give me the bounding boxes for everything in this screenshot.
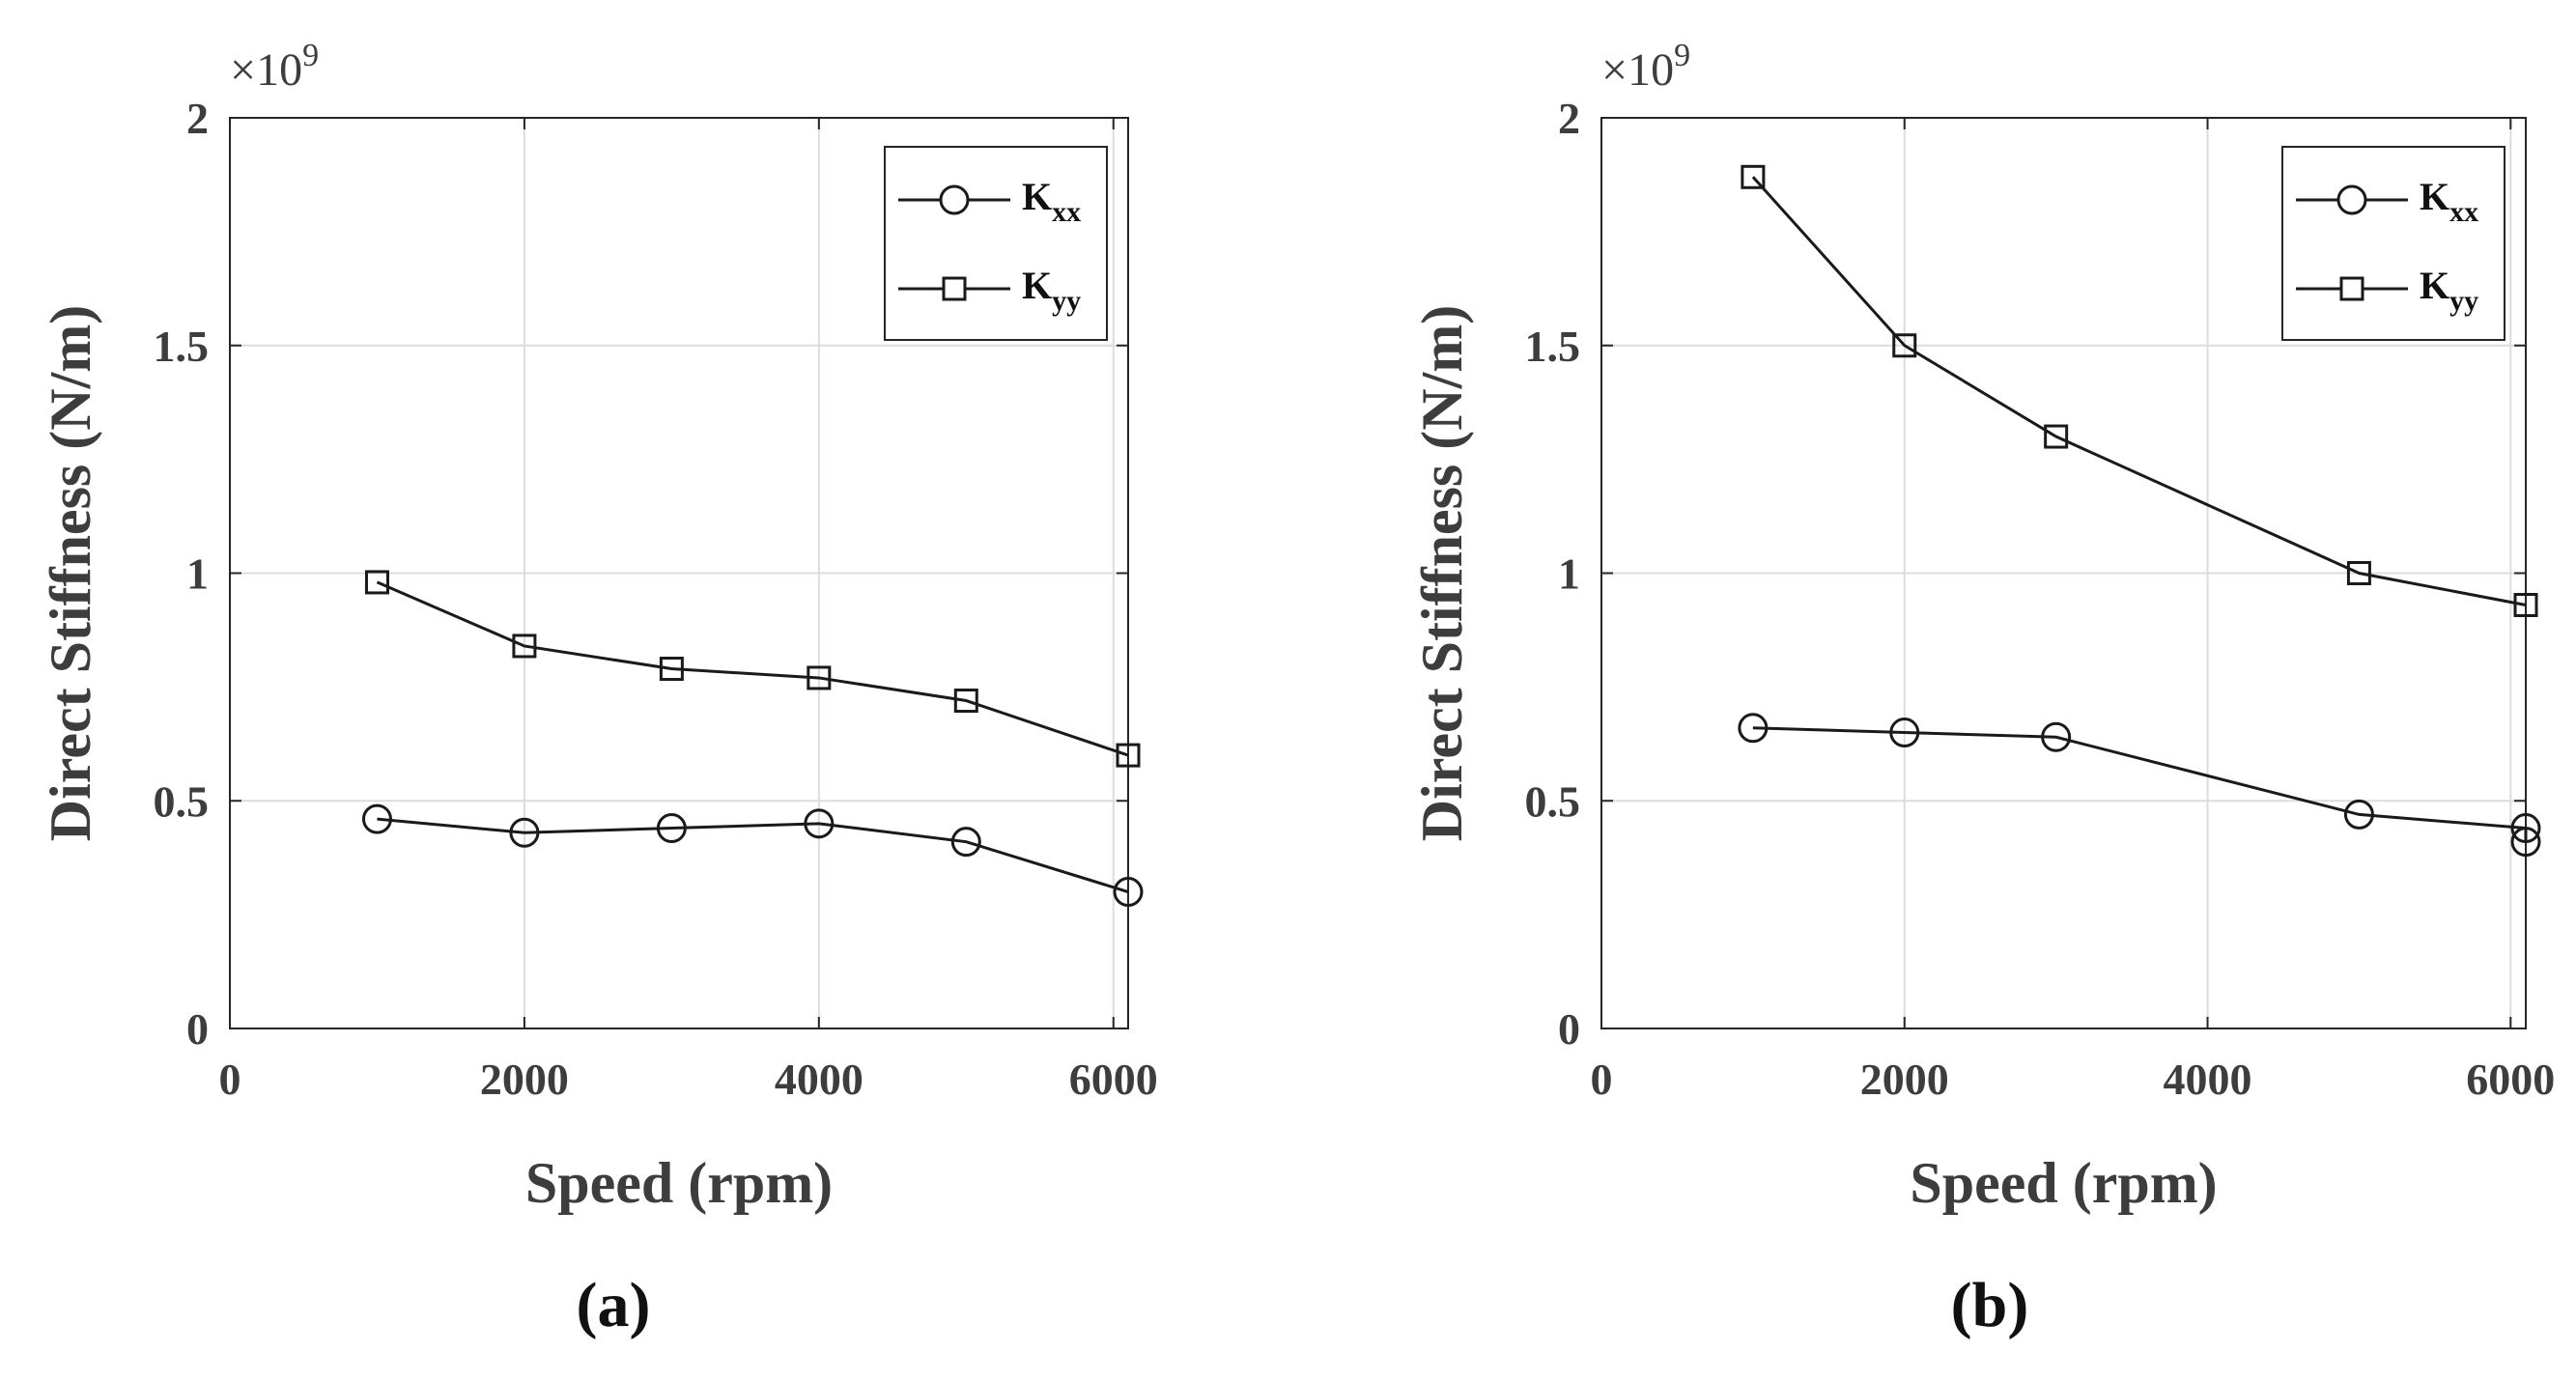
data-point-circle xyxy=(1889,718,1920,748)
legend-label-name: K xyxy=(2420,175,2449,218)
x-axis-label: Speed (rpm) xyxy=(1910,1151,2217,1215)
legend-label-subscript: xx xyxy=(1052,196,1081,228)
x-tick-label: 0 xyxy=(1591,1055,1613,1104)
series-line xyxy=(1751,176,2527,606)
y-exponent-label: ×109 xyxy=(230,38,319,96)
x-tick-label: 6000 xyxy=(1069,1055,1158,1104)
data-point-square xyxy=(512,634,537,659)
legend-marker-circle xyxy=(939,184,970,215)
y-tick-label: 2 xyxy=(1558,94,1580,143)
series-Kxx xyxy=(361,803,1144,908)
series-Kyy xyxy=(1741,164,2538,618)
data-point-circle xyxy=(2510,813,2541,844)
data-point-square xyxy=(807,665,832,690)
data-point-square xyxy=(2044,424,2069,449)
legend-marker-square xyxy=(2339,276,2364,301)
legend-label: Kyy xyxy=(1022,264,1081,317)
legend-label-name: K xyxy=(1022,175,1052,218)
y-tick-label: 0 xyxy=(1558,1004,1580,1054)
data-point-circle xyxy=(1738,713,1769,744)
y-tick-label: 1.5 xyxy=(1525,322,1581,371)
data-point-square xyxy=(659,657,684,682)
legend-label: Kxx xyxy=(1022,175,1081,228)
y-tick-label: 0.5 xyxy=(1525,776,1581,826)
data-point-square xyxy=(953,689,978,714)
legend-label-subscript: yy xyxy=(2449,285,2478,317)
y-axis-label: Direct Stiffness (N/m) xyxy=(39,305,102,841)
legend-box xyxy=(2281,146,2505,341)
legend-label-name: K xyxy=(2420,264,2449,307)
y-tick-label: 1 xyxy=(1558,549,1580,599)
data-point-square xyxy=(2513,593,2538,618)
series-Kyy xyxy=(364,570,1141,768)
chart-panel-b: 0 2000 4000 6000 0 0.5 1 1.5 2 ×109 Speed (rpm) Dir… xyxy=(1410,38,2555,1340)
data-point-circle xyxy=(1113,877,1144,908)
y-tick-label: 1 xyxy=(186,549,209,599)
data-point-square xyxy=(1741,164,1766,189)
x-axis-label: Speed (rpm) xyxy=(525,1151,833,1215)
legend-label-subscript: xx xyxy=(2449,196,2478,228)
legend-label-subscript: yy xyxy=(1052,285,1081,317)
legend-label: Kyy xyxy=(2420,264,2478,317)
x-tick-label: 4000 xyxy=(2164,1055,2252,1104)
legend-label-name: K xyxy=(1022,264,1052,307)
data-point-circle xyxy=(509,817,540,848)
y-axis-label: Direct Stiffness (N/m) xyxy=(1410,305,1474,841)
panel-label: (a) xyxy=(577,1270,651,1340)
data-point-circle xyxy=(361,803,392,834)
x-tick-label: 6000 xyxy=(2466,1055,2555,1104)
data-point-circle xyxy=(2041,721,2072,752)
y-exponent-base: ×10 xyxy=(230,44,302,96)
x-tick-label: 0 xyxy=(219,1055,241,1104)
x-tick-label: 2000 xyxy=(480,1055,569,1104)
series-Kxx xyxy=(1738,713,2541,858)
y-exponent-power: 9 xyxy=(302,38,319,73)
series-line xyxy=(1752,726,2528,842)
y-tick-label: 0 xyxy=(186,1004,209,1054)
legend-marker-square xyxy=(942,276,967,301)
y-tick-label: 1.5 xyxy=(154,322,210,371)
y-tick-label: 2 xyxy=(186,94,209,143)
chart-panel-a: 0 2000 4000 6000 0 0.5 1 1.5 2 ×109 Speed (rpm) Dir… xyxy=(39,38,1158,1340)
legend-marker-circle xyxy=(2336,184,2367,215)
legend-box xyxy=(884,146,1108,341)
legend-label: Kxx xyxy=(2420,175,2478,228)
data-point-circle xyxy=(950,827,981,858)
data-point-square xyxy=(364,570,389,595)
data-point-circle xyxy=(2343,799,2374,830)
y-exponent-label: ×109 xyxy=(1601,38,1690,96)
data-point-circle xyxy=(804,808,835,839)
x-tick-label: 4000 xyxy=(775,1055,863,1104)
y-tick-label: 0.5 xyxy=(154,776,210,826)
y-exponent-base: ×10 xyxy=(1601,44,1674,96)
series-line xyxy=(377,817,1129,893)
data-point-circle xyxy=(2510,827,2541,858)
data-point-square xyxy=(1116,743,1141,768)
data-point-circle xyxy=(656,813,687,844)
x-tick-label: 2000 xyxy=(1860,1055,1949,1104)
y-exponent-power: 9 xyxy=(1674,38,1690,73)
series-line xyxy=(376,580,1129,757)
data-point-square xyxy=(2346,561,2371,585)
data-point-square xyxy=(1892,333,1917,358)
panel-label: (b) xyxy=(1951,1270,2029,1340)
